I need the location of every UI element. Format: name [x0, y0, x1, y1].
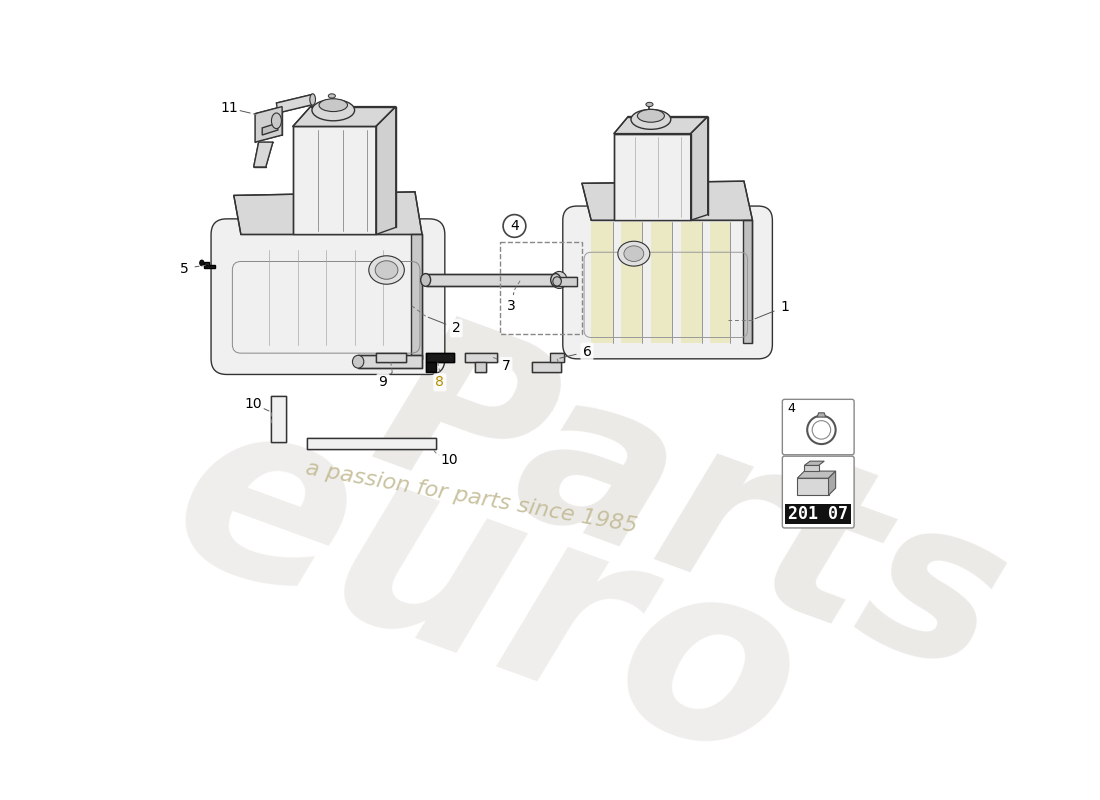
Text: 7: 7: [502, 359, 510, 373]
Ellipse shape: [624, 246, 644, 262]
Ellipse shape: [551, 274, 561, 286]
Ellipse shape: [551, 271, 566, 289]
Text: 2: 2: [452, 322, 461, 335]
Text: Parts: Parts: [351, 298, 1032, 721]
Polygon shape: [426, 353, 454, 362]
Polygon shape: [591, 222, 613, 343]
Polygon shape: [204, 265, 214, 268]
FancyBboxPatch shape: [785, 505, 851, 524]
Ellipse shape: [637, 110, 664, 122]
Circle shape: [503, 214, 526, 238]
Polygon shape: [621, 222, 642, 343]
Polygon shape: [204, 262, 209, 265]
FancyBboxPatch shape: [211, 219, 444, 374]
Polygon shape: [307, 438, 437, 449]
FancyBboxPatch shape: [782, 456, 854, 528]
Polygon shape: [798, 478, 828, 495]
Polygon shape: [262, 123, 278, 135]
Ellipse shape: [553, 277, 561, 286]
Polygon shape: [614, 134, 691, 220]
Ellipse shape: [375, 261, 398, 279]
FancyBboxPatch shape: [563, 206, 772, 359]
FancyBboxPatch shape: [782, 399, 854, 454]
Text: euro: euro: [145, 370, 832, 800]
Text: 10: 10: [440, 454, 458, 467]
Text: 8: 8: [436, 375, 444, 390]
Text: 4: 4: [510, 219, 519, 233]
Polygon shape: [293, 106, 396, 126]
Polygon shape: [804, 466, 818, 471]
Polygon shape: [557, 277, 578, 286]
Text: 3: 3: [506, 298, 515, 313]
Ellipse shape: [368, 256, 405, 284]
Polygon shape: [614, 117, 707, 134]
Polygon shape: [293, 126, 376, 234]
Ellipse shape: [618, 242, 650, 266]
Text: 9: 9: [378, 375, 387, 390]
Ellipse shape: [631, 110, 671, 130]
Polygon shape: [651, 222, 672, 343]
Polygon shape: [804, 461, 824, 466]
Ellipse shape: [352, 355, 364, 368]
Text: 4: 4: [788, 402, 795, 415]
Ellipse shape: [328, 94, 336, 98]
Polygon shape: [359, 355, 422, 368]
Polygon shape: [376, 106, 396, 234]
Polygon shape: [426, 362, 437, 372]
Polygon shape: [255, 106, 282, 142]
Text: 5: 5: [179, 262, 188, 275]
Polygon shape: [276, 94, 314, 113]
Ellipse shape: [319, 98, 348, 111]
Ellipse shape: [646, 102, 653, 106]
Polygon shape: [426, 274, 556, 286]
Text: 6: 6: [583, 345, 592, 358]
Polygon shape: [475, 362, 486, 372]
Text: 11: 11: [220, 101, 238, 115]
Polygon shape: [710, 222, 732, 343]
Ellipse shape: [200, 260, 204, 266]
Polygon shape: [411, 234, 422, 359]
Text: a passion for parts since 1985: a passion for parts since 1985: [305, 458, 639, 537]
Text: 201 07: 201 07: [788, 506, 848, 523]
Ellipse shape: [272, 113, 282, 129]
Polygon shape: [550, 353, 564, 362]
Text: 1: 1: [780, 300, 789, 314]
Ellipse shape: [312, 99, 354, 121]
Polygon shape: [828, 471, 836, 495]
Polygon shape: [272, 397, 286, 442]
Ellipse shape: [420, 274, 430, 286]
Polygon shape: [532, 362, 561, 372]
Ellipse shape: [310, 94, 316, 105]
Polygon shape: [798, 471, 836, 478]
Polygon shape: [464, 353, 497, 362]
Polygon shape: [234, 192, 422, 234]
Polygon shape: [817, 413, 826, 417]
Polygon shape: [681, 222, 702, 343]
Text: 10: 10: [244, 397, 262, 410]
Polygon shape: [254, 142, 273, 167]
Polygon shape: [582, 181, 752, 220]
Polygon shape: [376, 353, 407, 362]
Polygon shape: [744, 220, 752, 343]
Polygon shape: [691, 117, 707, 220]
